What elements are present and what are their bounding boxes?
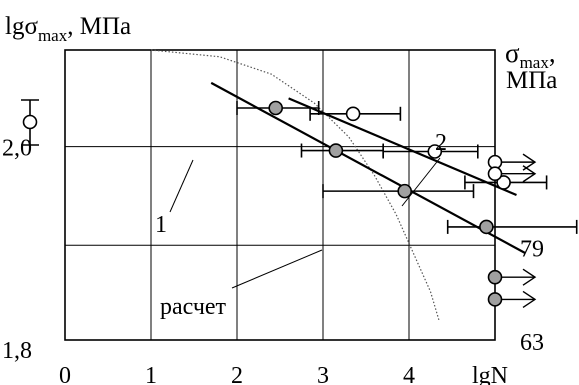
data-point-open [496, 175, 511, 190]
runout-arrowhead [522, 153, 537, 171]
plot-frame [64, 49, 496, 341]
series-1-label: 1 [155, 212, 167, 238]
legend-marker [21, 99, 39, 146]
leader-line-1 [169, 159, 194, 213]
leader-line-2 [401, 157, 441, 207]
right-axis-label: σmax, [505, 38, 556, 72]
x-tick-label: 2 [231, 363, 243, 385]
runout-point-open [487, 166, 503, 182]
runout-arrowhead [522, 268, 537, 286]
calc-curve [150, 49, 440, 321]
calc-curve-label: расчет [160, 294, 227, 320]
y-tick-label: 1,8 [2, 338, 32, 364]
right-tick-label: 79 [520, 236, 544, 262]
data-point-filled [479, 219, 494, 235]
data-point-filled [328, 143, 344, 158]
right-tick-label: 63 [520, 330, 544, 356]
runout-arrowhead [522, 290, 537, 308]
runout-arrowhead [522, 165, 537, 183]
plot-area [21, 49, 578, 321]
x-tick-label: 0 [59, 363, 71, 385]
x-axis-label: lgN [472, 363, 508, 385]
axis-labels: lgσmax, МПа σmax, МПа lgN расчет 1 2 [5, 13, 557, 385]
y-axis-label: lgσmax, МПа [5, 13, 131, 45]
series-2-label: 2 [435, 130, 447, 156]
runout-point-filled [487, 269, 503, 285]
fit-line-1 [210, 81, 526, 254]
data-point-filled [397, 183, 413, 199]
data-point-filled [268, 100, 284, 116]
right-axis-unit: МПа [506, 67, 557, 94]
data-point-open [427, 144, 443, 159]
leader-line-calc [231, 249, 323, 289]
data-point-open [345, 106, 361, 122]
runout-point-filled [487, 292, 503, 307]
x-tick-label: 4 [403, 363, 415, 385]
y-tick-label: 2,0 [2, 136, 32, 162]
legend-open-circle [22, 114, 38, 130]
x-tick-label: 1 [145, 363, 157, 385]
x-tick-label: 3 [317, 363, 329, 385]
